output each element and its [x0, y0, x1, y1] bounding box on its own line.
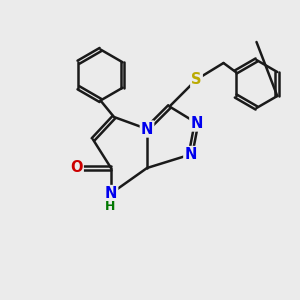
Text: N: N — [184, 147, 197, 162]
Text: S: S — [191, 72, 202, 87]
Text: O: O — [70, 160, 83, 175]
Text: N: N — [190, 116, 203, 130]
Text: H: H — [105, 200, 115, 213]
Text: N: N — [141, 122, 153, 136]
Text: N: N — [105, 186, 117, 201]
